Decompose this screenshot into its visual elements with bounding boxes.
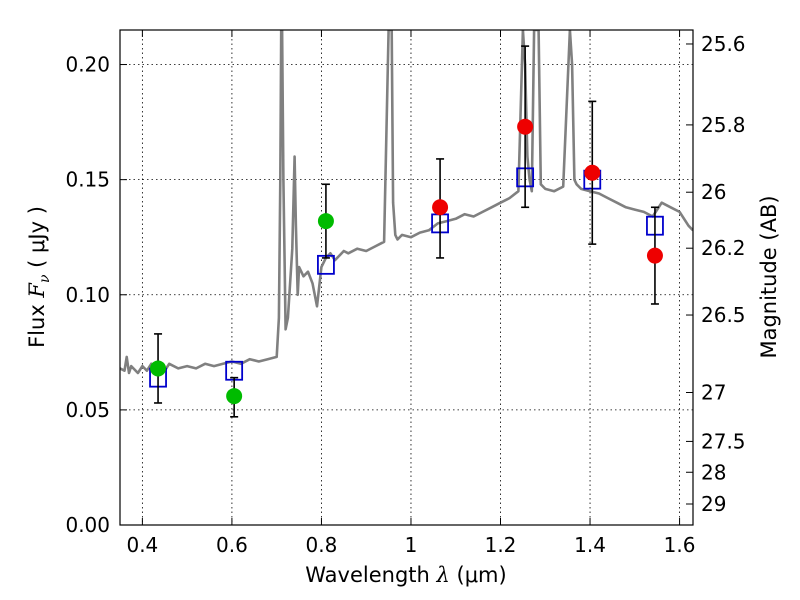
series-model-spectrum — [120, 30, 693, 375]
mag-tick-label: 27.5 — [701, 429, 746, 453]
series-layer — [120, 30, 693, 418]
mag-tick-label: 25.8 — [701, 113, 746, 137]
y-tick-label: 0.20 — [65, 53, 110, 77]
data-point — [226, 388, 243, 405]
right-axis-label: Magnitude (AB) — [757, 195, 781, 358]
x-tick-label: 1.6 — [664, 533, 696, 557]
mag-tick-label: 25.6 — [701, 32, 746, 56]
x-tick-label: 1.4 — [574, 533, 606, 557]
mag-tick-label: 26.5 — [701, 303, 746, 327]
data-point — [646, 247, 663, 264]
x-tick-label: 0.6 — [216, 533, 248, 557]
mag-tick-label: 26 — [701, 180, 726, 204]
y-tick-label: 0.10 — [65, 283, 110, 307]
data-point — [150, 360, 167, 377]
data-point — [432, 199, 449, 216]
plot-frame — [119, 29, 694, 526]
series-observed-nir — [432, 45, 663, 305]
mag-tick-label: 26.2 — [701, 236, 746, 260]
data-point — [317, 213, 334, 230]
grid — [120, 30, 693, 525]
data-point — [584, 164, 601, 181]
x-tick-label: 0.8 — [306, 533, 338, 557]
y-axis-label: Flux Fν ( μJy ) — [25, 206, 53, 348]
mag-tick-label: 28 — [701, 460, 726, 484]
x-tick-label: 1.2 — [485, 533, 517, 557]
mag-tick-label: 29 — [701, 492, 726, 516]
y-tick-label: 0.15 — [65, 168, 110, 192]
mag-tick-label: 27 — [701, 381, 726, 405]
spectrum-line — [120, 30, 693, 375]
x-tick-label: 1 — [405, 533, 418, 557]
y-tick-label: 0.05 — [65, 398, 110, 422]
data-point — [517, 118, 534, 135]
x-axis-label: Wavelength λ (μm) — [305, 563, 506, 587]
series-model-photometry — [149, 167, 664, 388]
series-observed-optical — [150, 183, 334, 418]
ticks: 0.4 0.6 0.8 1 1.2 1.4 1.6 0.00 0.05 0.10 0.15 0.20 2… — [65, 30, 746, 557]
x-tick-label: 0.4 — [126, 533, 158, 557]
y-tick-label: 0.00 — [65, 513, 110, 537]
